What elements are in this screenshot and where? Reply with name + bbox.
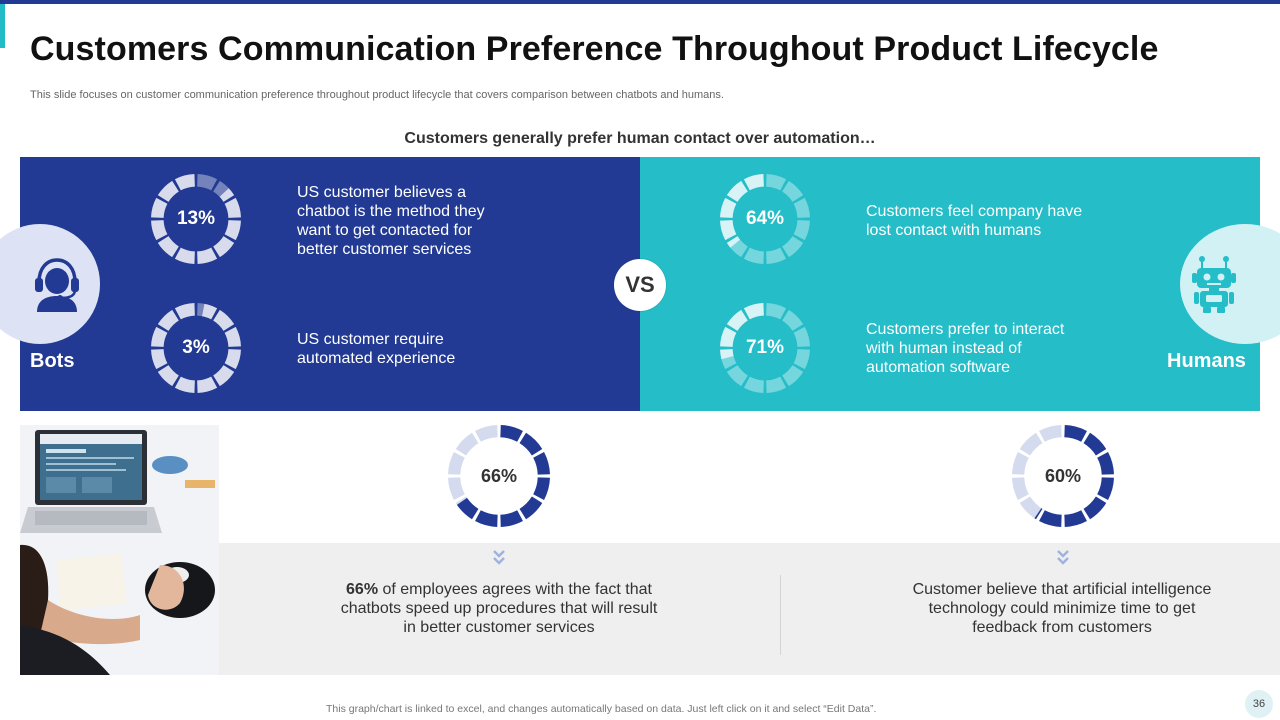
robot-icon bbox=[1192, 256, 1236, 313]
bottom-stat-1-donut: 66% bbox=[447, 424, 551, 528]
bots-label: Bots bbox=[30, 350, 75, 372]
donut-segment-base bbox=[726, 180, 748, 202]
bottom-stat-2-text: Customer believe that artificial intelli… bbox=[912, 581, 1212, 636]
donut-segment-base bbox=[174, 174, 195, 191]
bottom-stat-1-text: 66% of employees agrees with the fact th… bbox=[339, 580, 659, 637]
donut-segment-base bbox=[720, 326, 737, 347]
donut-segment-base bbox=[151, 220, 168, 241]
donut-segment-base bbox=[1012, 452, 1029, 475]
donut-segment-base bbox=[151, 349, 168, 370]
humans-avatar bbox=[1180, 224, 1280, 344]
donut-segment-base bbox=[157, 365, 179, 387]
donut-segment-base bbox=[151, 326, 168, 347]
chevron-down-icon bbox=[493, 550, 505, 565]
humans-stat-2-text: Customers prefer to interact with human … bbox=[866, 321, 1065, 376]
donut-segment-base bbox=[197, 247, 218, 264]
donut-segment-filled bbox=[1064, 425, 1087, 442]
donut-segment-filled bbox=[500, 425, 523, 442]
donut-segment-filled bbox=[519, 432, 543, 456]
humans-stat-1-text: Customers feel company have lost contact… bbox=[866, 203, 1083, 239]
donut-value-arc bbox=[196, 173, 230, 198]
donut-segment-base bbox=[213, 309, 235, 331]
donut-segment-filled bbox=[500, 510, 523, 527]
footnote: This graph/chart is linked to excel, and… bbox=[326, 703, 877, 715]
page-subtitle: This slide focuses on customer communica… bbox=[30, 89, 724, 101]
headset-agent-icon bbox=[35, 258, 79, 312]
donut-segment-filled bbox=[533, 452, 550, 475]
donut-segment-filled bbox=[1097, 477, 1114, 500]
donut-segment-base bbox=[157, 180, 179, 202]
bottom-stat-1-percent: 66% bbox=[480, 465, 518, 486]
donut-segment-base bbox=[1019, 432, 1043, 456]
humans-panel bbox=[640, 157, 1260, 411]
bots-stat-1-text: US customer believes a chatbot is the me… bbox=[297, 184, 485, 258]
donut-segment-filled bbox=[1083, 496, 1107, 520]
bots-panel bbox=[20, 157, 640, 411]
vs-badge: VS bbox=[614, 259, 666, 311]
donut-segment-base bbox=[213, 365, 235, 387]
bottom-stat-1-body: of employees agrees with the fact that c… bbox=[340, 581, 658, 636]
donut-value-arc bbox=[720, 302, 811, 394]
donut-segment-filled bbox=[1083, 432, 1107, 456]
donut-segment-base bbox=[224, 349, 241, 370]
chevron-down-icon bbox=[1057, 550, 1069, 565]
donut-segment-filled bbox=[1064, 510, 1087, 527]
bottom-stat-2-donut: 60% bbox=[1011, 424, 1115, 528]
bots-stat-2-text: US customer require automated experience bbox=[297, 331, 456, 367]
humans-stat-2-donut: 71% bbox=[719, 302, 811, 394]
donut-segment-base bbox=[720, 220, 737, 241]
donut-value-arc bbox=[729, 173, 811, 265]
bots-avatar bbox=[0, 224, 100, 344]
bottom-stat-1-bold: 66% bbox=[346, 581, 379, 598]
donut-segment-base bbox=[448, 477, 465, 500]
donut-segment-base bbox=[720, 197, 737, 218]
section-headline: Customers generally prefer human contact… bbox=[404, 130, 876, 147]
bots-stat-2-percent: 3% bbox=[182, 337, 210, 358]
donut-segment-base bbox=[726, 309, 748, 331]
laptop-desk-photo bbox=[20, 425, 219, 675]
donut-segment-base bbox=[197, 376, 218, 393]
band-divider bbox=[780, 575, 781, 655]
humans-stat-2-percent: 71% bbox=[745, 337, 785, 358]
donut-segment-base bbox=[1019, 496, 1043, 520]
donut-segment-base bbox=[1012, 477, 1029, 500]
humans-label: Humans bbox=[1167, 350, 1246, 372]
donut-segment-filled bbox=[519, 496, 543, 520]
humans-stat-1-percent: 64% bbox=[745, 208, 785, 229]
donut-segment-base bbox=[213, 236, 235, 258]
donut-segment-base bbox=[475, 425, 498, 442]
donut-segment-filled bbox=[456, 497, 479, 520]
humans-stat-1-donut: 64% bbox=[719, 173, 811, 265]
donut-segment-base bbox=[455, 432, 479, 456]
donut-segment-base bbox=[1039, 425, 1062, 442]
bottom-stat-2-percent: 60% bbox=[1044, 465, 1082, 486]
bottom-info-band bbox=[219, 543, 1280, 675]
bots-stat-1-donut: 13% bbox=[150, 173, 242, 265]
donut-value-arc bbox=[196, 302, 205, 318]
bots-stat-1-percent: 13% bbox=[176, 208, 216, 229]
donut-segment-base bbox=[448, 452, 465, 475]
page-number: 36 bbox=[1245, 690, 1273, 718]
donut-segment-filled bbox=[1097, 452, 1114, 475]
donut-segment-base bbox=[224, 326, 241, 347]
donut-segment-base bbox=[743, 303, 764, 320]
donut-segment-base bbox=[151, 197, 168, 218]
top-accent-bar bbox=[0, 0, 1280, 4]
donut-segment-filled bbox=[1034, 508, 1043, 520]
donut-segment-base bbox=[224, 220, 241, 241]
donut-segment-base bbox=[224, 197, 241, 218]
donut-segment-filled bbox=[475, 510, 498, 527]
donut-segment-filled bbox=[1039, 510, 1062, 527]
donut-segment-base bbox=[174, 376, 195, 393]
page-title: Customers Communication Preference Throu… bbox=[30, 30, 1159, 68]
title-accent bbox=[0, 4, 5, 48]
donut-segment-base bbox=[157, 236, 179, 258]
donut-segment-base bbox=[743, 174, 764, 191]
donut-segment-base bbox=[157, 309, 179, 331]
bots-stat-2-donut: 3% bbox=[150, 302, 242, 394]
donut-segment-base bbox=[174, 247, 195, 264]
donut-segment-base bbox=[174, 303, 195, 320]
donut-segment-filled bbox=[533, 477, 550, 500]
